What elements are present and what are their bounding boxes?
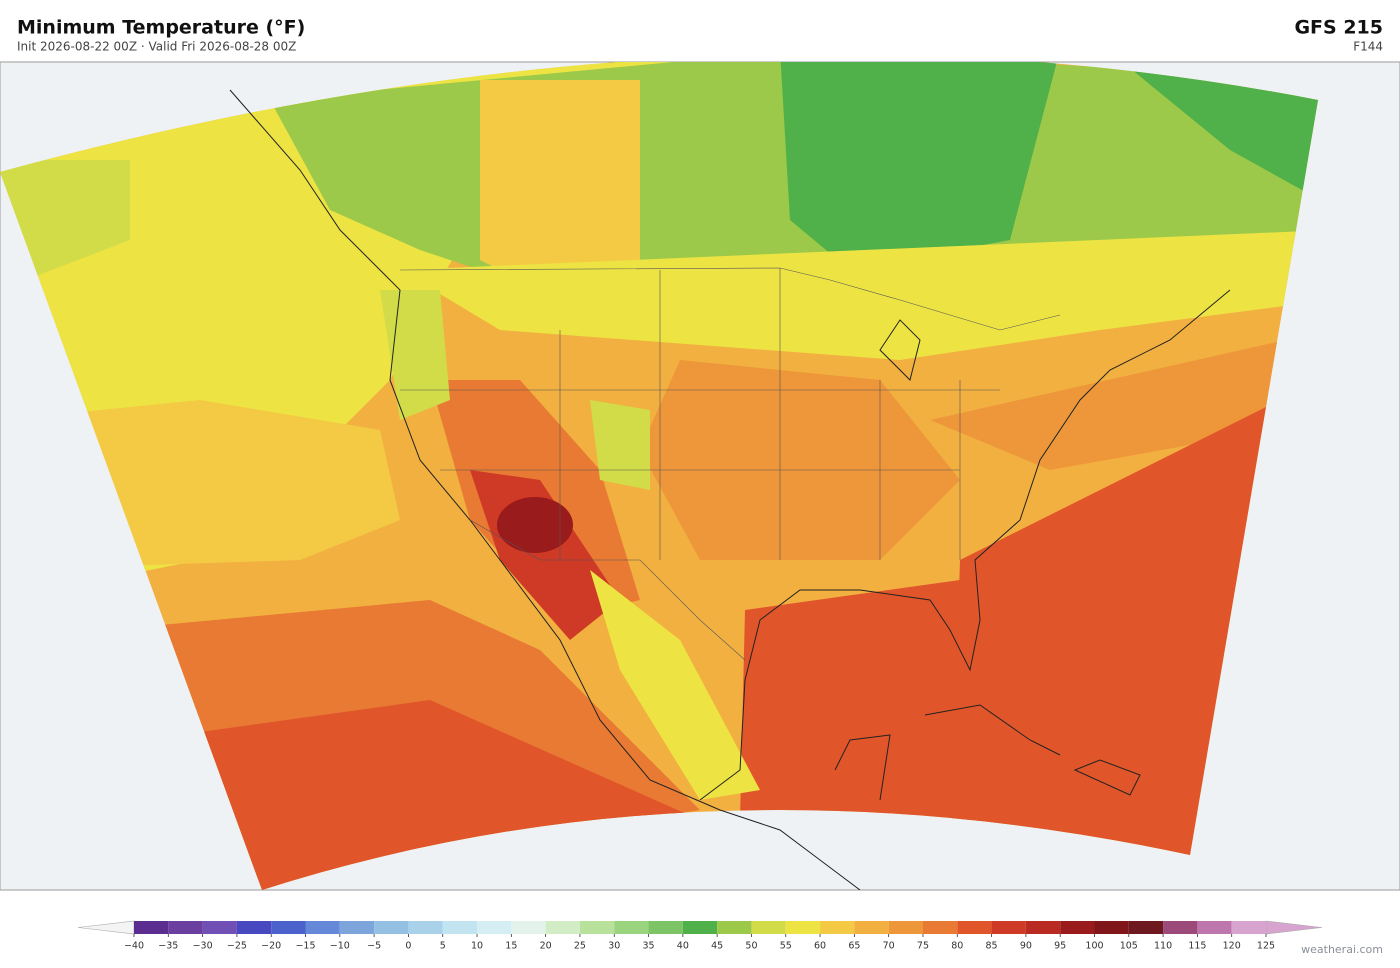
- tick-label: 95: [1054, 941, 1066, 952]
- tick-label: 25: [574, 941, 586, 952]
- forecast-hour: F144: [1353, 40, 1383, 54]
- coastlines: [229, 89, 1231, 890]
- color-segment: [957, 921, 992, 934]
- color-segment: [477, 921, 512, 934]
- color-segment: [648, 921, 683, 934]
- under-extension: [77, 920, 135, 935]
- tick-label: 125: [1257, 941, 1275, 952]
- color-segment: [888, 921, 923, 934]
- color-segment: [374, 921, 409, 934]
- tick-label: 75: [917, 941, 929, 952]
- color-segment: [305, 921, 340, 934]
- color-segment: [408, 921, 443, 934]
- tick-label: −20: [261, 941, 281, 952]
- map: [0, 61, 1400, 891]
- color-segment: [682, 921, 718, 934]
- color-segment: [1163, 921, 1198, 934]
- borders: [399, 267, 1061, 661]
- tick-label: 85: [986, 941, 998, 952]
- tick-label: 55: [780, 941, 792, 952]
- color-segment: [614, 921, 649, 934]
- tick-label: 35: [642, 941, 654, 952]
- color-segment: [1094, 921, 1129, 934]
- color-segment: [1060, 921, 1095, 934]
- tick-label: 90: [1020, 941, 1032, 952]
- colorbar: −40 −35 −30 −25 −20 −15 −10 −5 0 5 10 15 20 25 30 35 40 4…: [77, 920, 1323, 952]
- tick-label: −40: [124, 941, 144, 952]
- tick-label: 100: [1085, 941, 1103, 952]
- tick-label: 40: [677, 941, 689, 952]
- tick-label: 60: [814, 941, 826, 952]
- tick-label: −35: [158, 941, 178, 952]
- color-segment: [134, 921, 169, 934]
- color-segment: [442, 921, 478, 934]
- tick-label: 80: [951, 941, 963, 952]
- color-segment: [1025, 921, 1061, 934]
- color-segment: [271, 921, 306, 934]
- color-segment: [236, 921, 272, 934]
- tick-label: 50: [745, 941, 757, 952]
- color-segment: [579, 921, 615, 934]
- tick-label: −5: [367, 941, 381, 952]
- color-segment: [820, 921, 855, 934]
- color-segment: [922, 921, 958, 934]
- tick-label: 105: [1120, 941, 1138, 952]
- color-segment: [545, 921, 580, 934]
- map-title: Minimum Temperature (°F): [17, 17, 305, 39]
- color-segment: [1231, 921, 1266, 934]
- color-segment: [1197, 921, 1232, 934]
- color-segment: [991, 921, 1026, 934]
- model-label: GFS 215: [1294, 17, 1383, 39]
- tick-label: 20: [540, 941, 552, 952]
- credit: weatherai.com: [1301, 943, 1383, 956]
- tick-label: 15: [505, 941, 517, 952]
- tick-label: 65: [848, 941, 860, 952]
- tick-label: 5: [440, 941, 446, 952]
- tick-label: 120: [1223, 941, 1241, 952]
- color-segment: [168, 921, 203, 934]
- color-segment: [751, 921, 786, 934]
- color-segment: [1128, 921, 1164, 934]
- over-extension: [1265, 920, 1323, 935]
- tick-label: −25: [227, 941, 247, 952]
- color-segment: [854, 921, 889, 934]
- tick-label: −15: [295, 941, 315, 952]
- map-subtitle: Init 2026-08-22 00Z · Valid Fri 2026-08-…: [17, 40, 296, 54]
- tick-label: 110: [1154, 941, 1172, 952]
- tick-label: 10: [471, 941, 483, 952]
- color-segment: [202, 921, 237, 934]
- tick-label: 70: [883, 941, 895, 952]
- tick-label: −30: [193, 941, 213, 952]
- color-segment: [511, 921, 546, 934]
- tick-label: 0: [405, 941, 411, 952]
- tick-label: 45: [711, 941, 723, 952]
- tick-label: −10: [330, 941, 350, 952]
- tick-label: 30: [608, 941, 620, 952]
- color-segment: [717, 921, 752, 934]
- color-segment: [785, 921, 821, 934]
- color-segment: [339, 921, 375, 934]
- tick-label: 115: [1188, 941, 1206, 952]
